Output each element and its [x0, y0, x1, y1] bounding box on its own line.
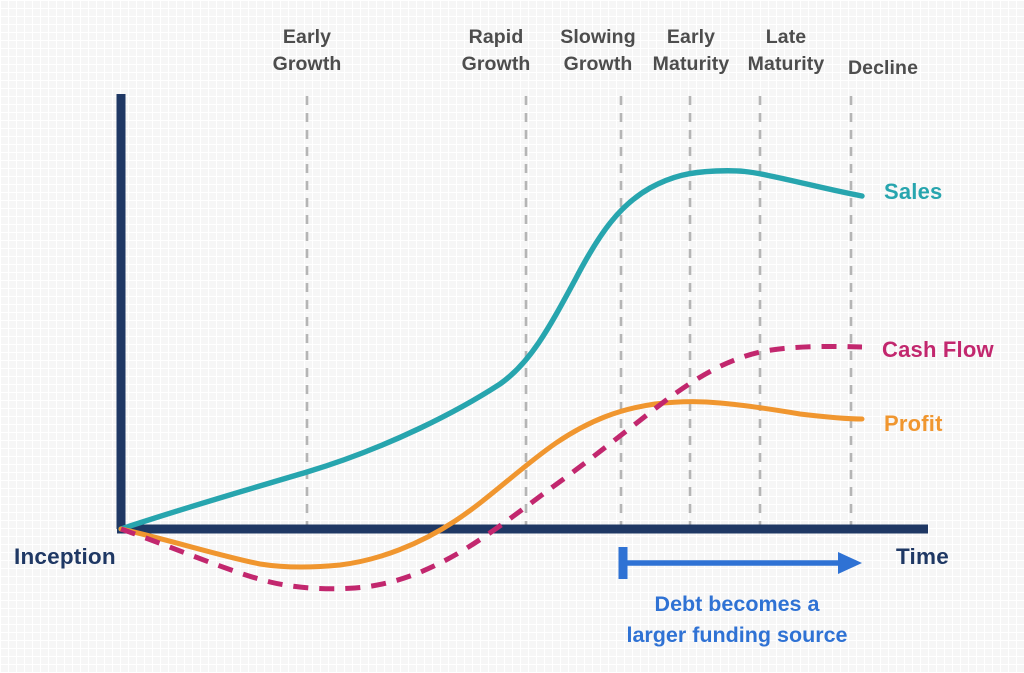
- x-axis-label-time: Time: [896, 544, 949, 569]
- debt-annotation-line2: larger funding source: [626, 623, 848, 647]
- cash-flow-curve: [120, 343, 863, 592]
- series-label-profit: Profit: [884, 411, 943, 436]
- debt-annotation-line1: Debt becomes a: [654, 592, 820, 616]
- series-label-cash-flow: Cash Flow: [882, 337, 994, 362]
- stage-label-decline: Decline: [847, 57, 919, 79]
- stage-label-rapid-growth: Rapid Growth: [461, 26, 531, 75]
- stage-label-early-growth: Early Growth: [272, 26, 342, 75]
- stage-gridlines: [305, 96, 853, 529]
- stage-label-late-maturity: Late Maturity: [747, 26, 825, 75]
- debt-annotation-arrow: [618, 547, 862, 579]
- axes: [116, 94, 928, 534]
- stage-label-early-maturity: Early Maturity: [652, 26, 730, 75]
- sales-curve: [118, 168, 865, 532]
- arrow-head: [838, 552, 862, 574]
- series-label-sales: Sales: [884, 179, 943, 204]
- stage-label-slowing-growth: Slowing Growth: [560, 26, 636, 75]
- origin-label-inception: Inception: [14, 544, 116, 569]
- profit-curve: [118, 399, 865, 570]
